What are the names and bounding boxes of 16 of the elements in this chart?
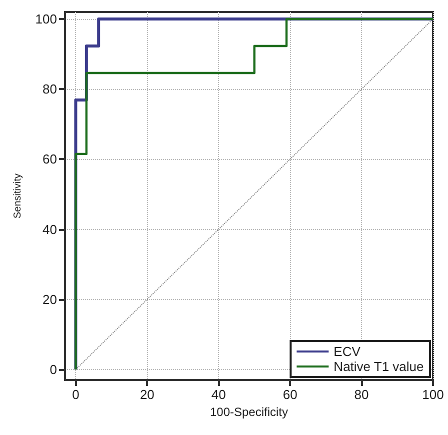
x-tick-label: 40 <box>211 387 226 402</box>
y-tick-label: 100 <box>35 12 57 27</box>
x-tick-label: 20 <box>140 387 154 402</box>
x-tick-label: 60 <box>282 387 298 402</box>
y-tick-label: 80 <box>42 82 57 97</box>
legend-label: Native T1 value <box>334 359 424 374</box>
y-tick-label: 60 <box>42 152 57 167</box>
x-tick-label: 100 <box>422 387 444 402</box>
legend-label: ECV <box>334 344 361 359</box>
x-axis-title: 100-Specificity <box>210 405 288 419</box>
y-tick-label: 20 <box>42 292 57 307</box>
y-axis-title: Sensitivity <box>12 173 24 219</box>
x-tick-label: 80 <box>354 387 369 402</box>
y-tick-label: 40 <box>42 222 57 237</box>
y-tick-label: 0 <box>50 362 57 377</box>
x-tick-label: 0 <box>72 387 80 402</box>
